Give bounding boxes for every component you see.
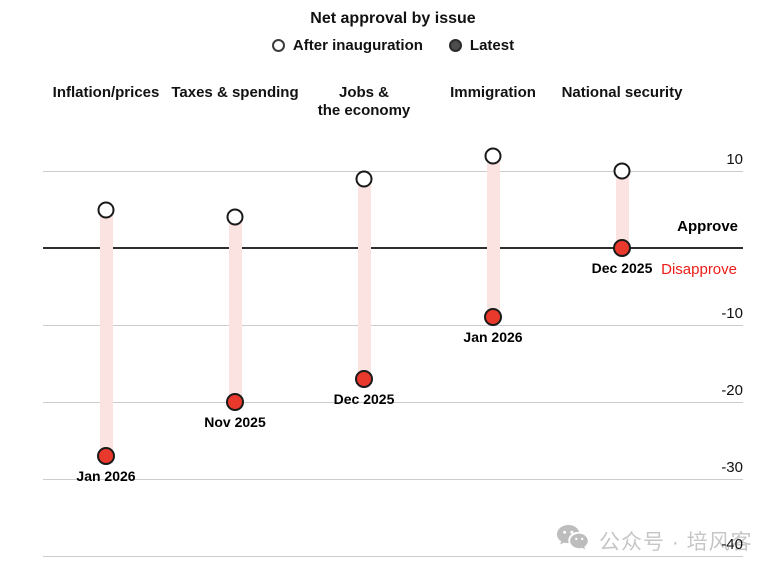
latest-dot — [484, 308, 502, 327]
latest-date-label: Dec 2025 — [591, 260, 653, 276]
latest-dot — [226, 393, 244, 411]
chart-title: Net approval by issue — [310, 10, 476, 27]
gridline — [43, 325, 743, 326]
dumbbell-bar — [99, 209, 113, 456]
gridline — [43, 402, 743, 403]
axis-tick-label: 10 — [726, 151, 743, 168]
after-inauguration-dot — [484, 147, 502, 165]
filled-circle-icon — [448, 39, 462, 52]
after-inauguration-dot — [97, 201, 115, 218]
dumbbell-bar — [357, 178, 371, 379]
legend-label: Latest — [469, 37, 515, 54]
latest-date-label: Jan 2026 — [463, 329, 523, 346]
axis-tick-label: -40 — [721, 536, 743, 553]
latest-date-label: Jan 2026 — [76, 467, 136, 484]
legend-label: After inauguration — [292, 37, 423, 54]
watermark: 公众号 · 培风客 — [556, 524, 753, 558]
gridline — [43, 171, 743, 172]
zero-line — [43, 247, 743, 249]
category-header: Inflation/prices — [52, 84, 160, 101]
dumbbell-bar — [228, 217, 242, 402]
after-inauguration-dot — [613, 162, 631, 180]
legend-item-latest: Latest — [448, 37, 515, 54]
category-header: National security — [561, 84, 683, 101]
dumbbell-bar — [486, 155, 500, 318]
disapprove-label: Disapprove — [661, 261, 737, 278]
chart-legend: After inauguration Latest — [43, 37, 743, 54]
category-header: Taxes & spending — [171, 84, 299, 101]
latest-dot — [613, 239, 631, 257]
category-header: Jobs & the economy — [317, 84, 411, 119]
legend-item-after-inauguration: After inauguration — [271, 37, 423, 54]
axis-tick-label: -20 — [721, 382, 743, 399]
dumbbell-bar — [615, 171, 629, 248]
category-header: Immigration — [450, 84, 536, 101]
watermark-text: 公众号 · 培风客 — [599, 531, 753, 554]
approve-label: Approve — [677, 218, 738, 235]
latest-dot — [355, 369, 373, 388]
latest-date-label: Nov 2025 — [204, 414, 266, 430]
axis-tick-label: -30 — [721, 459, 743, 476]
after-inauguration-dot — [226, 208, 244, 226]
open-circle-icon — [271, 39, 285, 52]
after-inauguration-dot — [355, 170, 373, 188]
latest-dot — [97, 446, 115, 465]
wechat-icon — [556, 524, 589, 558]
gridline — [43, 556, 743, 557]
gridline — [43, 479, 743, 480]
axis-tick-label: -10 — [721, 305, 743, 322]
chart-header: Net approval by issue After inauguration… — [43, 10, 743, 54]
latest-date-label: Dec 2025 — [333, 390, 395, 407]
